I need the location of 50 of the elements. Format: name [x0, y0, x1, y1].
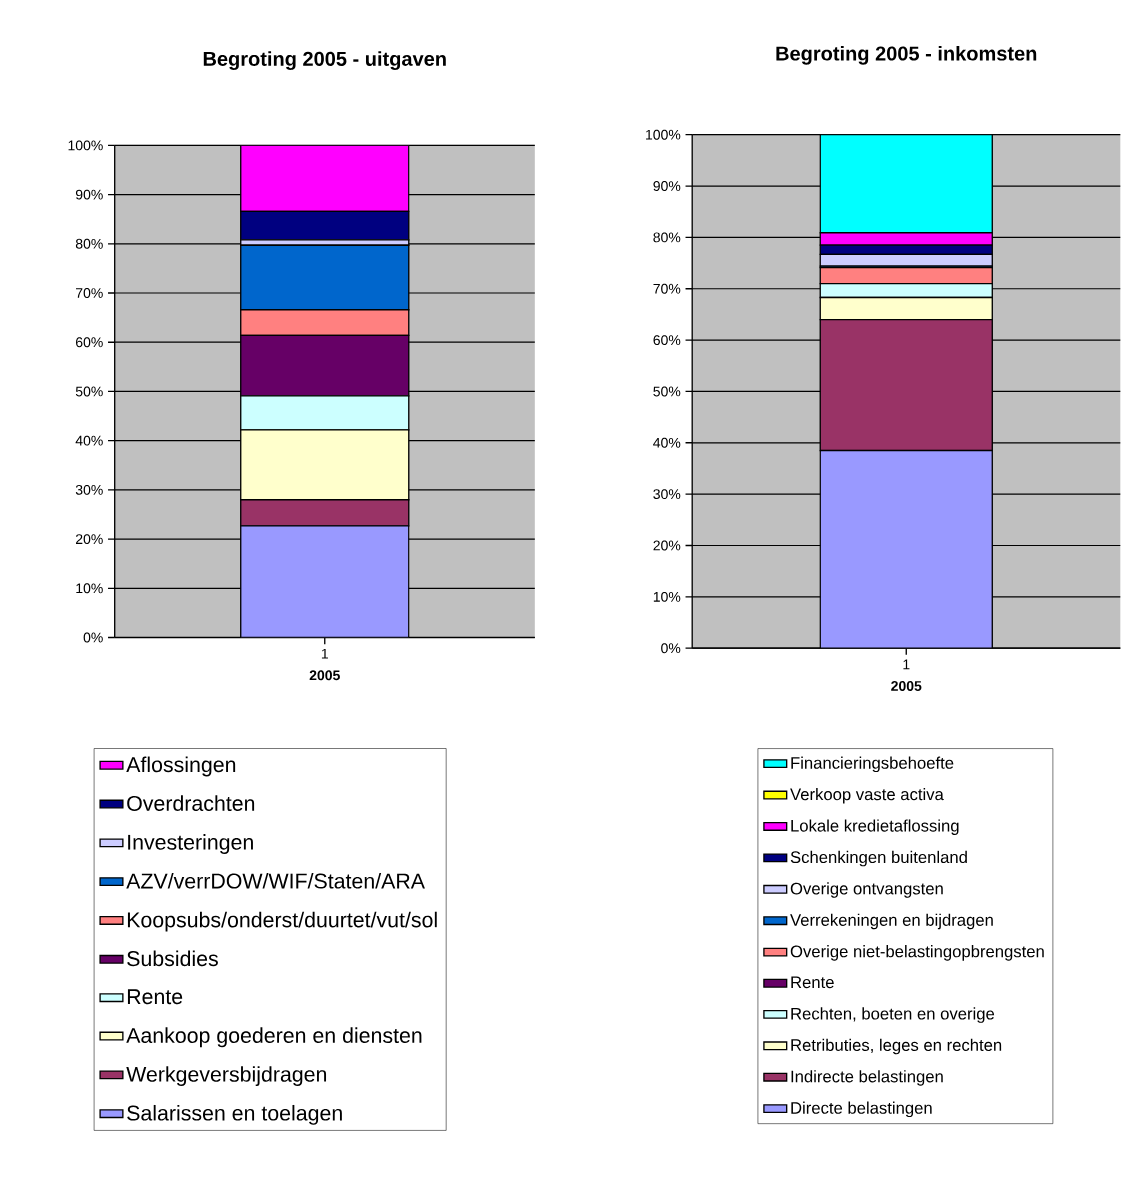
legend-label: Retributies, leges en rechten — [791, 1038, 1002, 1055]
legend-label: Verrekeningen en bijdragen — [790, 913, 993, 930]
legend-label: Rente — [127, 989, 183, 1005]
legend-label: Koopsubs/onderst/duurtet/vut/sol — [127, 911, 437, 932]
x-tick-label: 1 — [321, 648, 328, 659]
y-tick-label: 40% — [653, 437, 681, 448]
y-tick-label: 30% — [653, 489, 681, 500]
legend-label: Indirecte belastingen — [791, 1070, 943, 1086]
legend-label: Financieringsbehoefte — [791, 756, 954, 773]
legend-label: Overige ontvangsten — [790, 882, 943, 898]
legend-label: Directe belastingen — [791, 1101, 932, 1118]
y-tick-label: 60% — [653, 335, 681, 346]
y-tick-label: 40% — [75, 435, 103, 446]
legend-label: Aankoop goederen en diensten — [126, 1027, 422, 1048]
legend-label: Overige niet-belastingopbrengsten — [790, 945, 1044, 961]
x-tick-label: 1 — [903, 659, 910, 670]
y-tick-label: 70% — [653, 283, 681, 294]
y-tick-label: 100% — [646, 129, 681, 140]
legend-label: Verkoop vaste activa — [790, 787, 944, 804]
y-tick-label: 20% — [76, 534, 103, 545]
legend-label: Subsidies — [127, 950, 218, 967]
legend-label: Investeringen — [128, 834, 253, 855]
y-tick-label: 30% — [75, 484, 103, 495]
y-tick-label: 20% — [653, 540, 681, 551]
y-tick-label: 50% — [653, 386, 681, 397]
chart-title: Begroting 2005 - uitgaven — [203, 51, 446, 70]
y-tick-label: 70% — [76, 288, 103, 298]
x-axis-title: 2005 — [309, 670, 340, 681]
legend-label: Rechten, boeten en overige — [791, 1007, 995, 1023]
legend-label: Aflossingen — [126, 756, 236, 777]
legend-label: AZV/verrDOW/WIF/Staten/ARA — [126, 872, 425, 889]
legend-label: Rente — [791, 976, 834, 989]
y-tick-label: 50% — [75, 386, 103, 397]
y-tick-label: 10% — [653, 591, 681, 602]
legend-label: Salarissen en toelagen — [127, 1104, 342, 1125]
y-tick-label: 100% — [68, 140, 103, 151]
y-tick-label: 10% — [76, 583, 103, 594]
y-tick-label: 0% — [83, 632, 103, 643]
legend-label: Lokale kredietaflossing — [791, 819, 959, 835]
y-tick-label: 60% — [76, 337, 103, 348]
y-tick-label: 0% — [661, 643, 681, 654]
legend-label: Werkgeversbijdragen — [126, 1066, 327, 1087]
y-tick-label: 80% — [653, 232, 681, 243]
chart-title: Begroting 2005 - inkomsten — [776, 45, 1037, 65]
y-tick-label: 80% — [75, 238, 103, 249]
x-axis-title: 2005 — [891, 681, 922, 691]
legend-label: Overdrachten — [127, 795, 255, 811]
y-tick-label: 90% — [653, 181, 681, 192]
legend-label: Schenkingen buitenland — [790, 850, 967, 867]
y-tick-label: 90% — [75, 189, 103, 200]
